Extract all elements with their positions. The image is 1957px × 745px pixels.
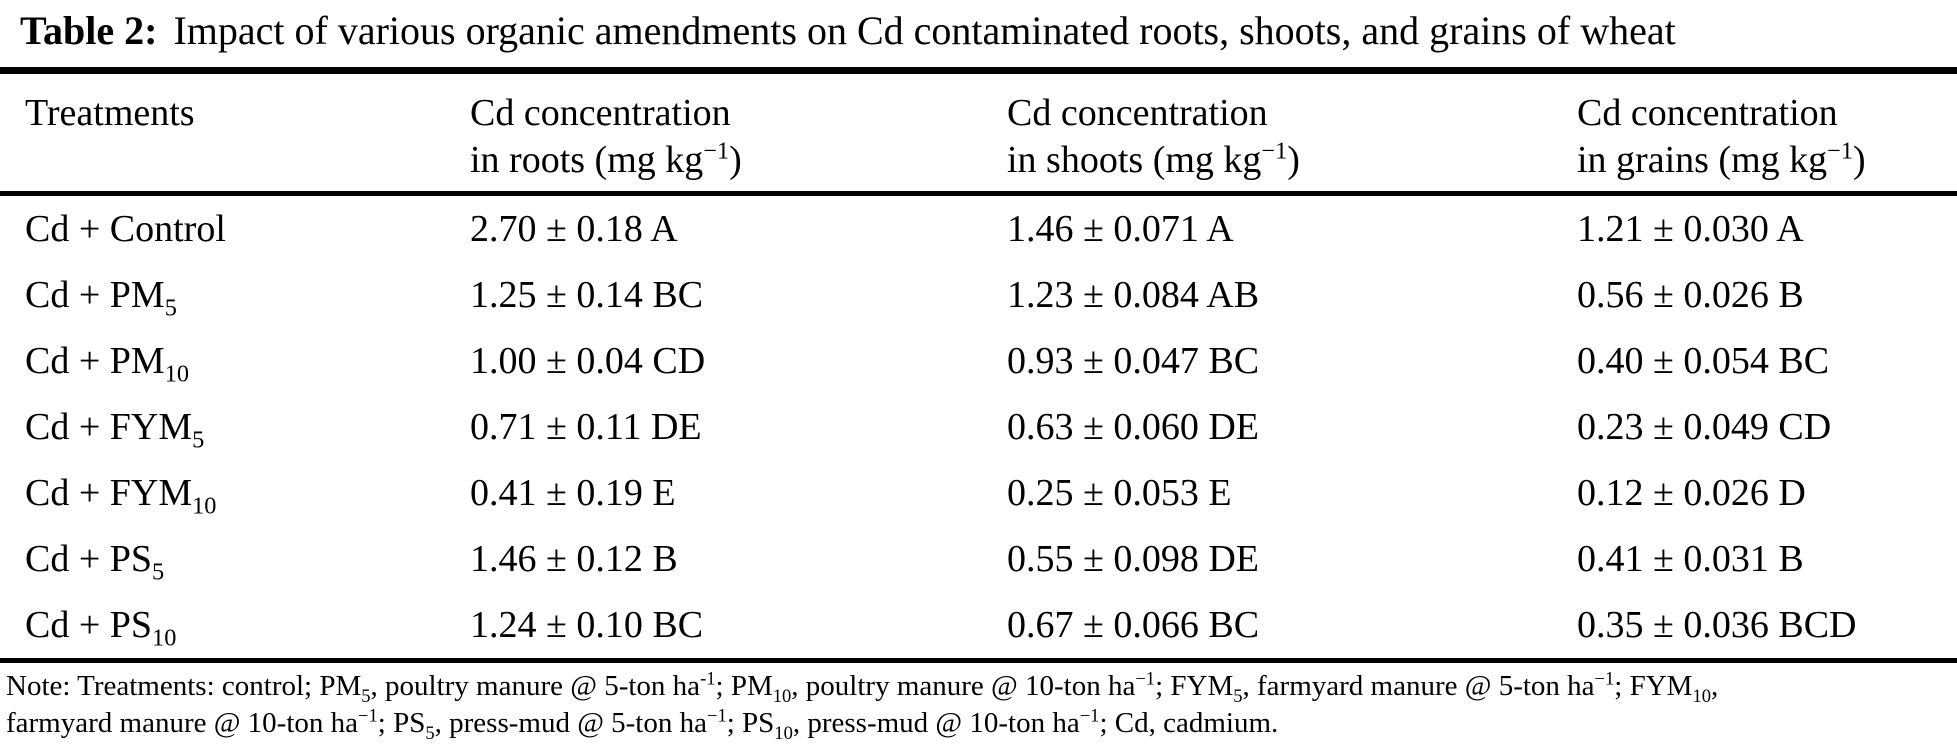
treatment-cell: Cd + PM5 bbox=[25, 274, 177, 322]
treatment-cell: Cd + FYM5 bbox=[25, 406, 205, 454]
grains-value-cell: 0.23 ± 0.049 CD bbox=[1577, 406, 1832, 448]
column-header-roots-line1: Cd concentration bbox=[470, 92, 731, 134]
shoots-value-cell: 0.63 ± 0.060 DE bbox=[1007, 406, 1260, 448]
column-header-roots-line2: in roots (mg kg−1) bbox=[470, 137, 742, 181]
column-header-roots: Cd concentration in roots (mg kg−1) bbox=[470, 90, 1007, 184]
treatment-cell: Cd + Control bbox=[25, 208, 226, 250]
table-body: Cd + Control 2.70 ± 0.18 A 1.46 ± 0.071 … bbox=[0, 196, 1957, 658]
table-top-rule bbox=[0, 67, 1957, 74]
roots-value-cell: 0.41 ± 0.19 E bbox=[470, 472, 676, 514]
grains-value-cell: 1.21 ± 0.030 A bbox=[1577, 208, 1804, 250]
treatment-cell: Cd + PS5 bbox=[25, 538, 165, 586]
table-row: Cd + PS10 1.24 ± 0.10 BC 0.67 ± 0.066 BC… bbox=[0, 592, 1957, 658]
grains-value-cell: 0.41 ± 0.031 B bbox=[1577, 538, 1804, 580]
table-header-row: Treatments Cd concentration in roots (mg… bbox=[0, 74, 1957, 191]
shoots-value-cell: 0.25 ± 0.053 E bbox=[1007, 472, 1232, 514]
column-header-grains: Cd concentration in grains (mg kg−1) bbox=[1577, 90, 1957, 184]
footnote-line-2: farmyard manure @ 10-ton ha−1; PS5, pres… bbox=[6, 705, 1279, 744]
table-header-rule bbox=[0, 191, 1957, 196]
table-bottom-rule bbox=[0, 658, 1957, 663]
table-row: Cd + FYM5 0.71 ± 0.11 DE 0.63 ± 0.060 DE… bbox=[0, 394, 1957, 460]
table-row: Cd + PM5 1.25 ± 0.14 BC 1.23 ± 0.084 AB … bbox=[0, 262, 1957, 328]
table-footnote: Note: Treatments: control; PM5, poultry … bbox=[0, 663, 1957, 744]
roots-value-cell: 2.70 ± 0.18 A bbox=[470, 208, 678, 250]
shoots-value-cell: 0.67 ± 0.066 BC bbox=[1007, 604, 1260, 646]
treatment-cell: Cd + PM10 bbox=[25, 340, 190, 388]
column-header-shoots-line1: Cd concentration bbox=[1007, 92, 1268, 134]
shoots-value-cell: 1.23 ± 0.084 AB bbox=[1007, 274, 1260, 316]
shoots-value-cell: 0.55 ± 0.098 DE bbox=[1007, 538, 1260, 580]
column-header-shoots-line2: in shoots (mg kg−1) bbox=[1007, 137, 1300, 181]
table-caption-text: Impact of various organic amendments on … bbox=[173, 8, 1676, 53]
table-caption-label: Table 2: bbox=[20, 8, 158, 53]
shoots-value-cell: 1.46 ± 0.071 A bbox=[1007, 208, 1234, 250]
grains-value-cell: 0.56 ± 0.026 B bbox=[1577, 274, 1804, 316]
table-row: Cd + FYM10 0.41 ± 0.19 E 0.25 ± 0.053 E … bbox=[0, 460, 1957, 526]
grains-value-cell: 0.35 ± 0.036 BCD bbox=[1577, 604, 1857, 646]
table-row: Cd + Control 2.70 ± 0.18 A 1.46 ± 0.071 … bbox=[0, 196, 1957, 262]
grains-value-cell: 0.12 ± 0.026 D bbox=[1577, 472, 1806, 514]
table-row: Cd + PS5 1.46 ± 0.12 B 0.55 ± 0.098 DE 0… bbox=[0, 526, 1957, 592]
roots-value-cell: 1.00 ± 0.04 CD bbox=[470, 340, 706, 382]
roots-value-cell: 1.25 ± 0.14 BC bbox=[470, 274, 704, 316]
grains-value-cell: 0.40 ± 0.054 BC bbox=[1577, 340, 1830, 382]
column-header-treatments: Treatments bbox=[25, 90, 470, 184]
roots-value-cell: 1.46 ± 0.12 B bbox=[470, 538, 678, 580]
column-header-grains-line2: in grains (mg kg−1) bbox=[1577, 137, 1866, 181]
table-caption: Table 2: Impact of various organic amendm… bbox=[0, 0, 1957, 54]
roots-value-cell: 0.71 ± 0.11 DE bbox=[470, 406, 702, 448]
treatment-cell: Cd + FYM10 bbox=[25, 472, 217, 520]
roots-value-cell: 1.24 ± 0.10 BC bbox=[470, 604, 704, 646]
column-header-treatments-label: Treatments bbox=[25, 92, 195, 134]
treatment-cell: Cd + PS10 bbox=[25, 604, 177, 652]
column-header-grains-line1: Cd concentration bbox=[1577, 92, 1838, 134]
shoots-value-cell: 0.93 ± 0.047 BC bbox=[1007, 340, 1260, 382]
table-row: Cd + PM10 1.00 ± 0.04 CD 0.93 ± 0.047 BC… bbox=[0, 328, 1957, 394]
footnote-line-1: Note: Treatments: control; PM5, poultry … bbox=[6, 668, 1719, 707]
column-header-shoots: Cd concentration in shoots (mg kg−1) bbox=[1007, 90, 1577, 184]
